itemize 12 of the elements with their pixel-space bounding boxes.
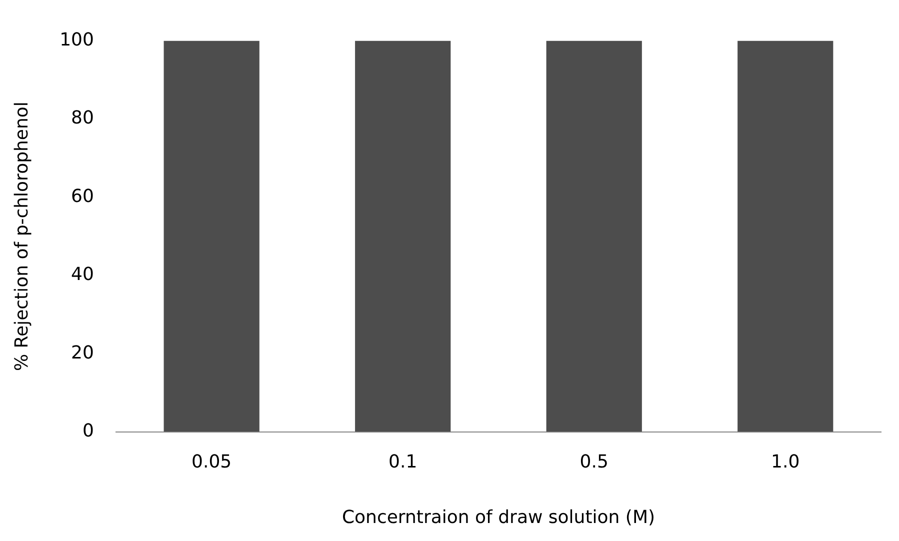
- x-tick-label: 1.0: [771, 451, 800, 472]
- y-tick-label: 0: [82, 420, 94, 442]
- y-tick-label: 60: [71, 186, 94, 207]
- y-tick-label: 40: [71, 264, 94, 286]
- x-tick-label: 0.05: [192, 451, 232, 472]
- y-tick-label: 20: [71, 342, 94, 364]
- y-tick-label: 80: [71, 108, 94, 129]
- y-axis-title: % Rejection of p-chlorophenol: [11, 102, 32, 372]
- x-tick-label: 0.5: [580, 451, 608, 472]
- x-axis-title: Concerntraion of draw solution (M): [342, 506, 655, 528]
- x-tick-label: 0.1: [388, 451, 418, 472]
- y-tick-label: 100: [60, 29, 94, 50]
